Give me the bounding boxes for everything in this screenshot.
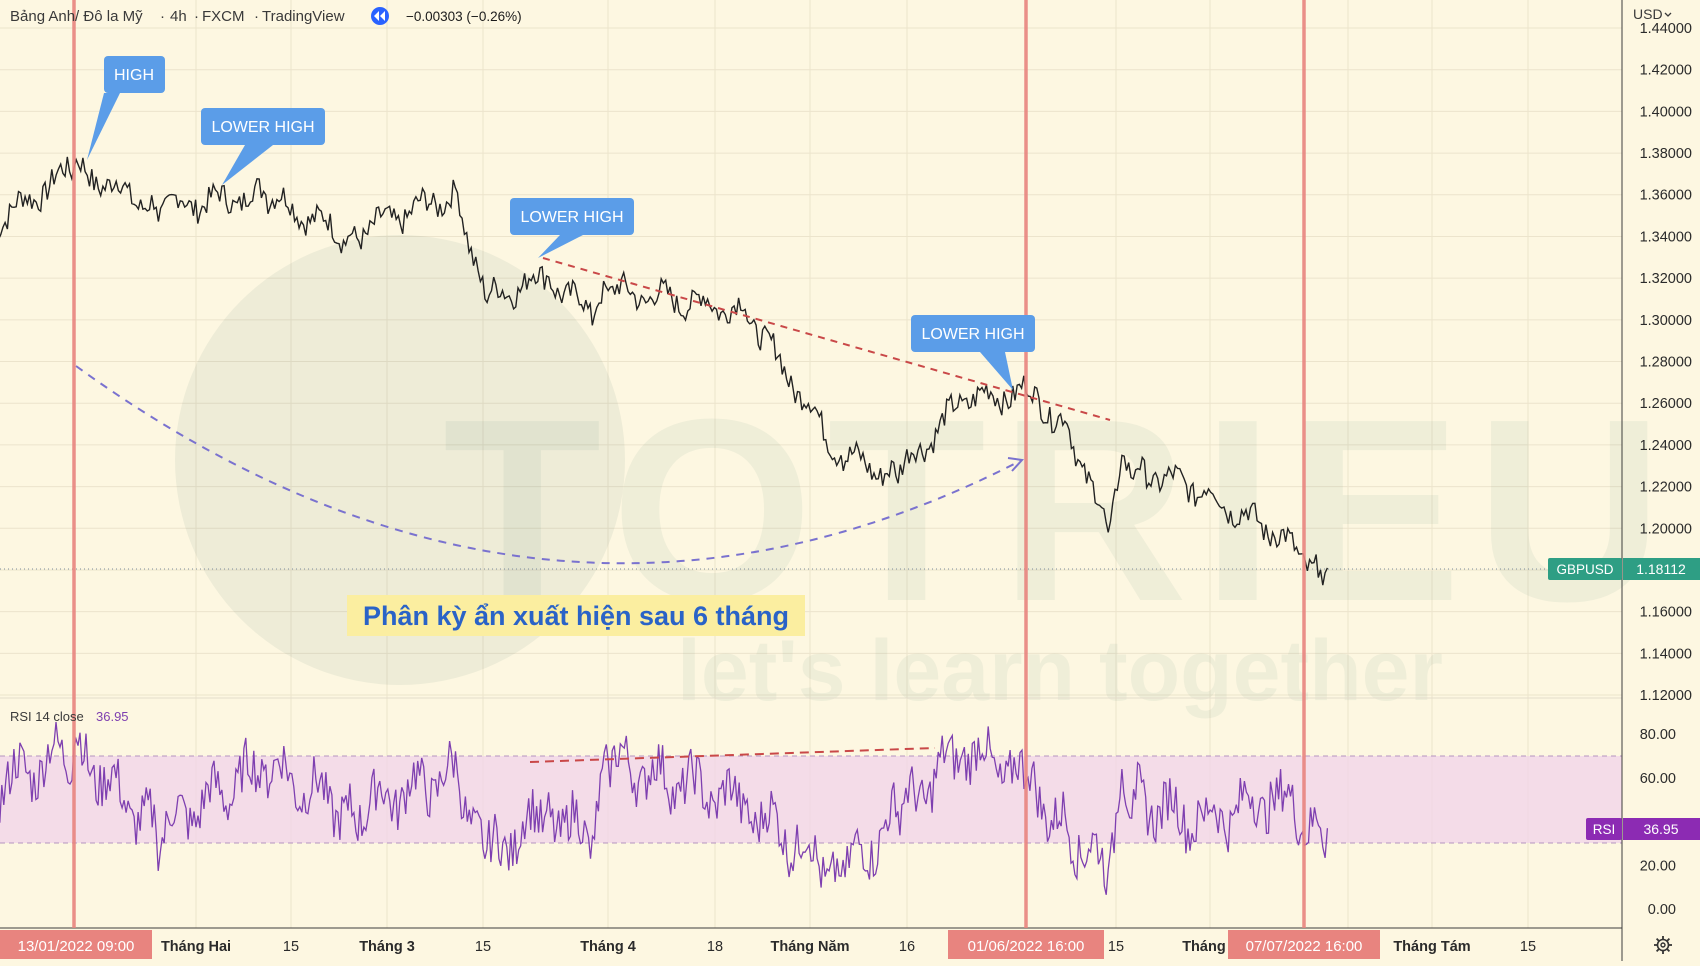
price-tick-label: 1.38000	[1640, 146, 1692, 162]
date-badge-jun: 01/06/2022 16:00	[948, 930, 1104, 959]
time-axis: Tháng Hai 15 Tháng 3 15 Tháng 4 18 Tháng Năm 16…	[161, 939, 1536, 955]
callout-high: HIGH	[87, 56, 165, 160]
price-tick-label: 1.24000	[1640, 438, 1692, 454]
chevron-down-icon	[1664, 12, 1672, 17]
last-price-badge: 1.18112	[1623, 558, 1700, 580]
price-series-line	[0, 156, 1329, 586]
time-tick-label: 16	[899, 939, 915, 955]
divergence-curve-arrowhead	[1007, 457, 1025, 472]
callout-high-label: HIGH	[114, 67, 154, 84]
price-tick-label: 1.20000	[1640, 521, 1692, 537]
time-tick-label: Tháng 3	[359, 939, 415, 955]
rsi-axis: 80.00 60.00 20.00 0.00	[1640, 727, 1676, 918]
time-tick-label: 15	[283, 939, 299, 955]
rsi-series-line	[0, 721, 1329, 895]
price-tick-label: 1.34000	[1640, 229, 1692, 245]
chart-header: Bảng Anh/ Đô la Mỹ · 4h · FXCM · Trading…	[10, 7, 522, 25]
rsi-value-badge: 36.95	[1623, 818, 1700, 840]
rsi-label-badge: RSI	[1586, 818, 1622, 840]
price-tick-label: 1.22000	[1640, 480, 1692, 496]
exchange-label: FXCM	[202, 8, 245, 25]
time-tick-label: Tháng Tám	[1393, 939, 1470, 955]
watermark-tagline: let's learn together	[677, 623, 1443, 719]
price-tick-label: 1.44000	[1640, 21, 1692, 37]
header-sep-2: ·	[194, 8, 199, 25]
rsi-title: RSI 14 close	[10, 709, 84, 724]
time-tick-label: 15	[1520, 939, 1536, 955]
rsi-legend-value: 36.95	[96, 709, 129, 724]
symbol-name[interactable]: Bảng Anh/ Đô la Mỹ	[10, 8, 143, 25]
divergence-curve	[75, 365, 1023, 565]
rsi-divergence-line	[529, 747, 936, 763]
time-tick-label: 18	[707, 939, 723, 955]
date-badge-jul: 07/07/2022 16:00	[1228, 930, 1380, 959]
callout-lower-high-2: LOWER HIGH	[510, 198, 634, 258]
price-tick-label: 1.16000	[1640, 605, 1692, 621]
price-tick-label: 1.42000	[1640, 63, 1692, 79]
price-tick-label: 1.28000	[1640, 355, 1692, 371]
symbol-badge: GBPUSD	[1548, 558, 1622, 580]
source-label: TradingView	[262, 8, 345, 25]
callout-lower-high-3-label: LOWER HIGH	[921, 326, 1024, 343]
callout-lower-high-2-label: LOWER HIGH	[520, 209, 623, 226]
price-change: −0.00303 (−0.26%)	[406, 9, 522, 24]
time-tick-label: Tháng 7	[1182, 939, 1238, 955]
currency-selector[interactable]: USD	[1633, 6, 1672, 22]
header-sep-1: ·	[160, 8, 165, 25]
price-tick-label: 1.30000	[1640, 313, 1692, 329]
rsi-tick-label: 20.00	[1640, 858, 1676, 874]
divergence-caption-bg	[347, 595, 805, 636]
currency-label[interactable]: USD	[1633, 6, 1663, 22]
replay-back-icon[interactable]	[371, 7, 389, 25]
price-tick-label: 1.40000	[1640, 104, 1692, 120]
date-badge-jun-text: 01/06/2022 16:00	[968, 938, 1085, 955]
time-tick-label: Tháng 4	[580, 939, 636, 955]
date-badge-jan-text: 13/01/2022 09:00	[18, 938, 135, 955]
price-tick-label: 1.14000	[1640, 646, 1692, 662]
price-tick-label: 1.12000	[1640, 688, 1692, 704]
rsi-value-badge-text: 36.95	[1643, 821, 1678, 837]
rsi-band	[0, 756, 1622, 843]
header-sep-3: ·	[254, 8, 259, 25]
gear-icon[interactable]	[1654, 936, 1672, 954]
symbol-badge-text: GBPUSD	[1556, 562, 1613, 577]
price-tick-label: 1.36000	[1640, 188, 1692, 204]
callout-lower-high-1: LOWER HIGH	[201, 108, 325, 185]
watermark-logo	[175, 235, 625, 685]
callout-lower-high-1-label: LOWER HIGH	[211, 119, 314, 136]
time-tick-label: 15	[1108, 939, 1124, 955]
time-tick-label: Tháng Hai	[161, 939, 231, 955]
rsi-tick-label: 0.00	[1648, 902, 1676, 918]
price-axis: 1.44000 1.42000 1.40000 1.38000 1.36000 1.340…	[1640, 21, 1692, 704]
rsi-label-badge-text: RSI	[1593, 822, 1616, 837]
time-tick-label: Tháng Năm	[771, 939, 850, 955]
rsi-tick-label: 60.00	[1640, 771, 1676, 787]
time-tick-label: 15	[475, 939, 491, 955]
divergence-caption: Phân kỳ ẩn xuất hiện sau 6 tháng	[363, 601, 789, 631]
rsi-tick-label: 80.00	[1640, 727, 1676, 743]
price-tick-label: 1.32000	[1640, 271, 1692, 287]
interval-label[interactable]: 4h	[170, 8, 187, 25]
date-badge-jan: 13/01/2022 09:00	[0, 930, 152, 959]
price-tick-label: 1.26000	[1640, 396, 1692, 412]
last-price-badge-text: 1.18112	[1636, 561, 1686, 577]
date-badge-jul-text: 07/07/2022 16:00	[1246, 938, 1363, 955]
callout-lower-high-3: LOWER HIGH	[911, 315, 1035, 390]
